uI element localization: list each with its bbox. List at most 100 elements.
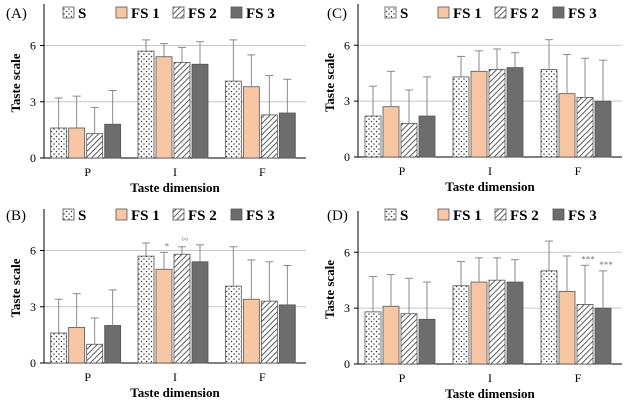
legend: S FS 1 FS 2 FS 3 — [62, 208, 275, 224]
bar-S-I — [452, 76, 470, 158]
legend-swatch-FS3 — [230, 6, 243, 19]
legend-label: FS 1 — [453, 208, 482, 224]
bar-FS1-F — [558, 290, 576, 365]
bar-S-I — [137, 50, 155, 159]
bar-FS2-I — [173, 61, 191, 159]
chart-panel-3: 0 3 6 P I F *** *** Taste dimension Taste scale (D… — [322, 208, 622, 401]
legend-swatch-FS1 — [115, 208, 128, 221]
y-tick-label: 6 — [344, 245, 350, 259]
legend-swatch-FS3 — [552, 6, 565, 19]
y-tick-label: 0 — [344, 150, 350, 164]
chart-panel-2: 0 3 6 P I F * °° Taste dimension Taste scale (B) S F… — [6, 208, 306, 400]
panel-label: (D) — [327, 208, 348, 224]
bar-FS1-I — [155, 268, 173, 364]
bar-FS1-I — [470, 281, 488, 365]
bar-FS3-F — [278, 112, 296, 159]
bar-FS3-P — [418, 318, 436, 365]
bar-FS3-I — [506, 67, 524, 158]
legend-swatch-S — [62, 208, 75, 221]
legend: S FS 1 FS 2 FS 3 — [384, 6, 597, 22]
y-tick-label: 0 — [344, 357, 350, 371]
bar-S-F — [540, 270, 558, 365]
bar-FS1-F — [242, 86, 260, 159]
y-tick-label: 0 — [30, 151, 36, 165]
legend: S FS 1 FS 2 FS 3 — [384, 208, 597, 224]
bar-FS2-P — [86, 133, 104, 159]
legend-label: FS 3 — [246, 208, 275, 224]
bar-FS1-P — [382, 305, 400, 365]
panel-label: (B) — [6, 208, 26, 224]
x-tick-label: F — [259, 165, 266, 179]
bar-FS2-P — [400, 123, 418, 158]
bar-S-P — [364, 311, 382, 365]
legend-label: FS 1 — [131, 6, 160, 22]
bar-FS1-I — [155, 56, 173, 159]
legend-label: FS 1 — [131, 208, 160, 224]
bar-S-P — [50, 332, 68, 364]
bar-FS3-I — [191, 63, 209, 159]
bar-S-P — [364, 115, 382, 158]
x-tick-label: P — [399, 164, 406, 178]
legend-swatch-FS2 — [172, 6, 185, 19]
x-tick-label: F — [575, 164, 582, 178]
legend-swatch-FS3 — [230, 208, 243, 221]
legend-swatch-S — [384, 208, 397, 221]
y-axis-title: Taste scale — [8, 53, 23, 112]
bar-FS2-F — [576, 97, 594, 158]
bar-FS3-F — [594, 307, 612, 365]
bar-S-F — [224, 80, 242, 159]
significance-marker: * — [165, 241, 170, 251]
bar-S-F — [224, 285, 242, 364]
x-tick-label: F — [259, 370, 266, 384]
y-tick-label: 3 — [344, 301, 350, 315]
legend-swatch-FS2 — [494, 6, 507, 19]
bar-FS2-I — [488, 69, 506, 158]
x-axis-title: Taste dimension — [445, 386, 535, 401]
bar-FS1-P — [382, 106, 400, 158]
x-tick-label: F — [575, 371, 582, 385]
legend-label: S — [78, 6, 86, 22]
y-tick-label: 6 — [30, 39, 36, 53]
legend-label: S — [400, 208, 408, 224]
bar-FS2-F — [260, 114, 278, 159]
legend-label: S — [78, 208, 86, 224]
legend-label: FS 2 — [188, 208, 217, 224]
x-tick-label: P — [84, 370, 91, 384]
legend-label: FS 1 — [453, 6, 482, 22]
legend-label: FS 2 — [510, 6, 539, 22]
legend-label: FS 3 — [246, 6, 275, 22]
y-axis-title: Taste scale — [322, 53, 337, 112]
legend-swatch-FS1 — [437, 208, 450, 221]
legend-swatch-FS3 — [552, 208, 565, 221]
bar-FS3-P — [418, 115, 436, 158]
bar-FS2-I — [173, 253, 191, 364]
x-tick-label: P — [84, 165, 91, 179]
bar-FS1-F — [242, 298, 260, 364]
bar-FS2-F — [576, 303, 594, 365]
x-tick-label: I — [488, 371, 492, 385]
bar-FS2-F — [260, 300, 278, 364]
bar-S-I — [452, 285, 470, 365]
y-tick-label: 6 — [344, 38, 350, 52]
x-axis-title: Taste dimension — [130, 180, 220, 195]
bar-FS3-P — [104, 123, 122, 159]
bar-FS3-F — [278, 304, 296, 364]
chart-panel-1: 0 3 6 P I F Taste dimension Taste scale (C) S FS 1… — [322, 4, 622, 194]
legend: S FS 1 FS 2 FS 3 — [62, 6, 275, 22]
panel-label: (A) — [6, 6, 27, 22]
legend-swatch-S — [62, 6, 75, 19]
legend-swatch-FS1 — [437, 6, 450, 19]
y-tick-label: 0 — [30, 356, 36, 370]
bar-FS3-I — [191, 261, 209, 364]
legend-label: FS 3 — [568, 6, 597, 22]
significance-marker: *** — [581, 254, 595, 264]
bar-S-I — [137, 255, 155, 364]
bar-FS1-P — [68, 326, 86, 364]
panel-label: (C) — [327, 6, 347, 22]
legend-swatch-FS2 — [494, 208, 507, 221]
legend-label: FS 2 — [510, 208, 539, 224]
bar-S-F — [540, 69, 558, 158]
y-tick-label: 3 — [30, 300, 36, 314]
bar-FS1-P — [68, 127, 86, 159]
